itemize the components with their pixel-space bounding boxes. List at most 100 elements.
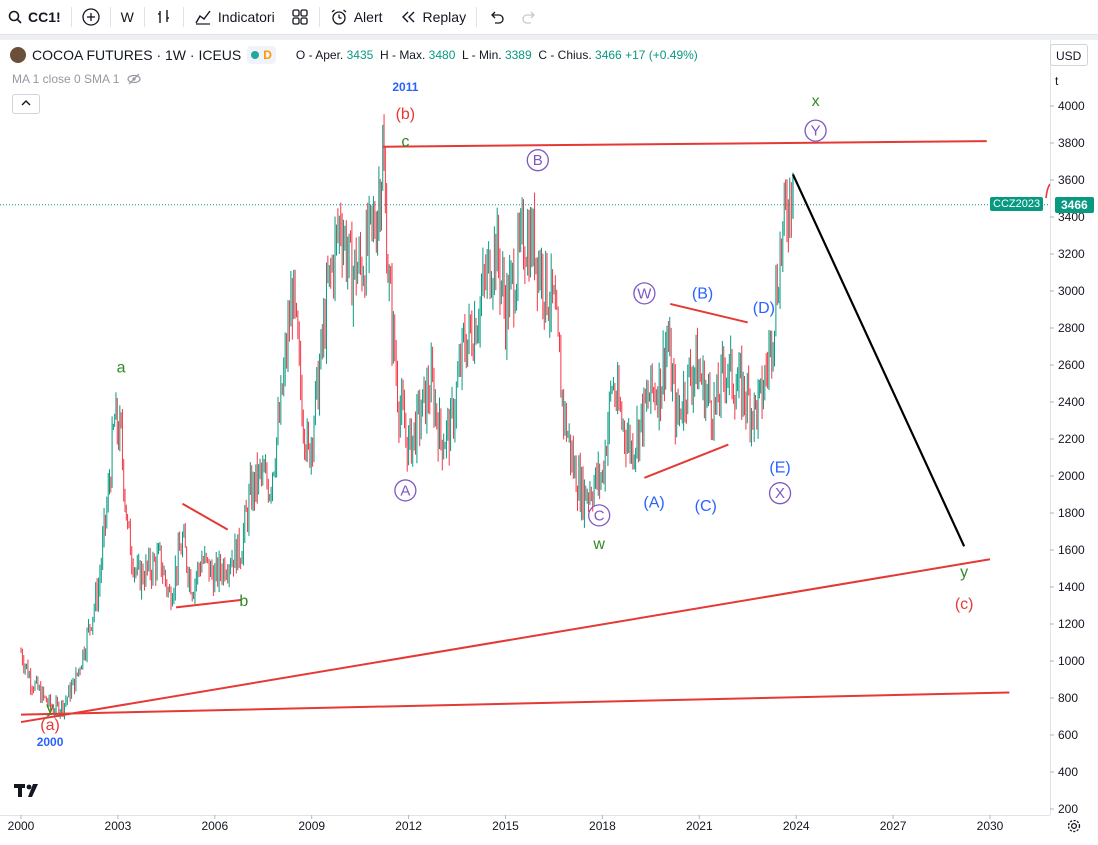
change-value: +17 (+0.49%) xyxy=(625,48,698,62)
currency-select[interactable]: USD xyxy=(1050,44,1088,66)
symbol-search[interactable]: CC1! xyxy=(0,0,69,34)
x-tick-label: 2015 xyxy=(492,819,519,833)
x-tick-label: 2018 xyxy=(589,819,616,833)
ohlc-values: O - Aper. 3435 H - Max. 3480 L - Min. 33… xyxy=(296,48,698,62)
time-axis-border xyxy=(0,815,1050,816)
y-tick-label: 2400 xyxy=(1058,395,1085,409)
divider xyxy=(318,7,320,27)
alert-button[interactable]: Alert xyxy=(322,0,391,34)
wave-label-circle xyxy=(588,504,611,527)
chevron-up-icon xyxy=(21,100,31,106)
trendline xyxy=(644,443,729,479)
divider xyxy=(182,7,184,27)
wave-label: (c) xyxy=(955,596,974,613)
wave-label: A xyxy=(400,482,410,499)
contract-tag: CCZ2023 xyxy=(990,197,1044,211)
trendline xyxy=(20,558,991,724)
bar-chart-icon xyxy=(157,10,169,23)
undo-button[interactable] xyxy=(479,0,513,34)
wave-label: (b) xyxy=(396,106,416,123)
wave-label-circle xyxy=(633,282,656,305)
tradingview-logo[interactable] xyxy=(14,781,44,804)
wave-label-circle xyxy=(394,479,417,502)
trendline xyxy=(175,598,241,609)
search-icon xyxy=(8,10,22,24)
wave-label: (A) xyxy=(643,494,664,511)
projection-line xyxy=(791,173,966,547)
eye-hidden-icon[interactable] xyxy=(127,73,141,85)
y-tick-label: 1200 xyxy=(1058,617,1085,631)
interval-label: W xyxy=(120,9,134,25)
offscreen-arc xyxy=(1045,183,1050,199)
wave-label: b xyxy=(239,593,248,610)
symbol-label: CC1! xyxy=(28,9,61,25)
wave-label: y xyxy=(960,564,968,581)
divider xyxy=(476,7,478,27)
y-tick-label: 4000 xyxy=(1058,99,1085,113)
price-axis-border xyxy=(1050,40,1051,815)
layouts-button[interactable] xyxy=(283,0,317,34)
undo-icon xyxy=(491,11,504,24)
wave-label: w xyxy=(592,536,605,553)
trendline xyxy=(20,691,1010,716)
compare-button[interactable] xyxy=(74,0,108,34)
unit-select[interactable]: t xyxy=(1055,74,1059,88)
y-tick-label: 3600 xyxy=(1058,173,1085,187)
y-tick-label: 1600 xyxy=(1058,543,1085,557)
trendline xyxy=(182,502,229,531)
interval-button[interactable]: W xyxy=(113,0,142,34)
trendline xyxy=(669,302,748,324)
rewind-icon xyxy=(401,11,414,23)
close-value: 3466 xyxy=(595,48,622,62)
wave-label: (C) xyxy=(695,498,717,515)
chart-type-button[interactable] xyxy=(147,0,181,34)
symbol-title: COCOA FUTURES · 1W · ICEUS xyxy=(32,47,242,63)
y-tick-label: 600 xyxy=(1058,728,1078,742)
low-value: 3389 xyxy=(504,48,532,62)
wave-label: y xyxy=(46,700,54,717)
alert-label: Alert xyxy=(353,9,383,25)
replay-button[interactable]: Replay xyxy=(391,0,475,34)
wave-label-circle xyxy=(526,149,549,172)
y-tick-label: 2800 xyxy=(1058,321,1085,335)
redo-button[interactable] xyxy=(513,0,547,34)
x-tick-label: 2012 xyxy=(395,819,422,833)
cocoa-symbol-icon xyxy=(10,47,26,63)
trendlines xyxy=(20,140,1050,724)
y-tick-label: 1400 xyxy=(1058,580,1085,594)
wave-label: B xyxy=(533,152,543,169)
x-tick-label: 2021 xyxy=(686,819,713,833)
y-tick-label: 3200 xyxy=(1058,247,1085,261)
wave-label: a xyxy=(117,359,126,376)
wave-label: 2011 xyxy=(392,80,418,94)
toolbar-separator xyxy=(0,35,1098,40)
divider xyxy=(143,7,145,27)
x-tick-label: 2024 xyxy=(783,819,810,833)
x-tick-label: 2009 xyxy=(298,819,325,833)
wave-label: 2000 xyxy=(37,735,64,749)
wave-label-circle xyxy=(768,482,792,505)
wave-label: (D) xyxy=(753,300,775,317)
wave-label: (B) xyxy=(692,285,713,302)
divider xyxy=(109,7,111,27)
settings-button[interactable] xyxy=(1066,818,1082,838)
delayed-badge: D xyxy=(263,48,272,62)
x-tick-label: 2030 xyxy=(977,819,1004,833)
collapse-legend-button[interactable] xyxy=(12,94,40,114)
y-tick-label: 3800 xyxy=(1058,136,1085,150)
indicators-icon xyxy=(195,10,211,25)
y-tick-label: 2600 xyxy=(1058,358,1085,372)
y-tick-label: 1000 xyxy=(1058,654,1085,668)
gear-icon xyxy=(1067,819,1081,833)
indicator-legend[interactable]: MA 1 close 0 SMA 1 xyxy=(12,72,141,86)
indicators-button[interactable]: Indicatori xyxy=(186,0,283,34)
wave-label: W xyxy=(637,285,652,302)
low-label: L - Min. xyxy=(462,48,502,62)
trendline xyxy=(382,140,987,148)
price-scale-controls: USD t xyxy=(1050,44,1090,92)
symbol-legend[interactable]: COCOA FUTURES · 1W · ICEUS D O - Aper. 3… xyxy=(10,46,698,64)
high-label: H - Max. xyxy=(379,48,426,62)
price-chart[interactable]: (a)y2000abA2011(b)cBCwW(A)(B)(C)(D)(E)Xx… xyxy=(0,40,1050,815)
wave-label: (E) xyxy=(769,459,790,476)
market-status-badge[interactable]: D xyxy=(247,46,276,64)
